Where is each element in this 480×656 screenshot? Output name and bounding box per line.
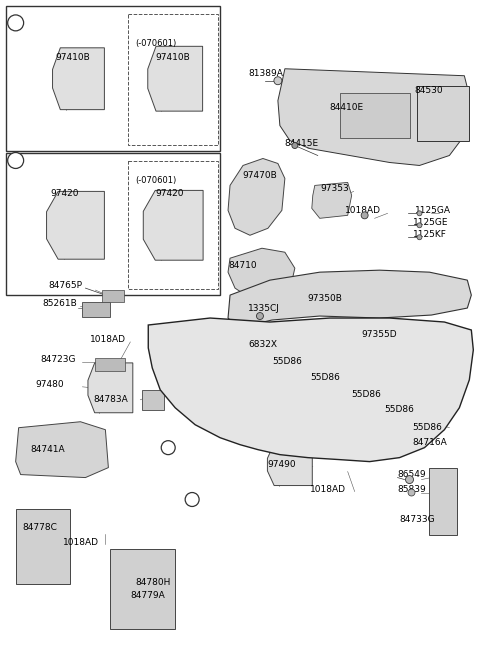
Text: 55D86: 55D86	[412, 423, 443, 432]
Text: 86549: 86549	[397, 470, 426, 479]
Text: a: a	[165, 443, 171, 452]
Text: 84780H: 84780H	[135, 578, 171, 586]
Text: a: a	[12, 18, 19, 28]
Text: 84779A: 84779A	[130, 590, 165, 600]
Circle shape	[161, 441, 175, 455]
Text: 84415E: 84415E	[285, 139, 319, 148]
Bar	[128, 14, 218, 144]
Text: 84710: 84710	[228, 260, 257, 270]
Text: 84723G: 84723G	[41, 356, 76, 364]
Text: 84783A: 84783A	[94, 396, 128, 404]
Bar	[6, 152, 220, 295]
Polygon shape	[148, 47, 203, 111]
Bar	[318, 415, 372, 445]
Bar	[96, 358, 125, 371]
Polygon shape	[52, 48, 104, 110]
Polygon shape	[278, 69, 469, 165]
Circle shape	[185, 493, 199, 506]
Polygon shape	[267, 443, 312, 485]
Text: 1335CJ: 1335CJ	[248, 304, 280, 312]
Text: 97470B: 97470B	[242, 171, 277, 180]
Circle shape	[408, 489, 415, 496]
Text: 97410B: 97410B	[155, 53, 190, 62]
Polygon shape	[144, 190, 203, 260]
Text: 55D86: 55D86	[310, 373, 340, 382]
Text: b: b	[189, 495, 195, 504]
Circle shape	[292, 142, 298, 148]
Text: (-070601): (-070601)	[135, 176, 177, 185]
Polygon shape	[228, 159, 285, 236]
Text: 84778C: 84778C	[23, 523, 58, 532]
Polygon shape	[148, 318, 473, 462]
Bar	[418, 86, 469, 140]
Text: 97355D: 97355D	[361, 331, 397, 339]
Circle shape	[8, 15, 24, 31]
Circle shape	[361, 212, 368, 219]
Text: 1125GE: 1125GE	[412, 218, 448, 227]
Text: 84733G: 84733G	[399, 515, 435, 524]
Text: 1018AD: 1018AD	[345, 206, 381, 215]
Bar	[128, 161, 218, 289]
Bar	[83, 302, 110, 317]
Text: 84716A: 84716A	[412, 438, 447, 447]
Text: 97353: 97353	[321, 184, 349, 193]
Text: b: b	[12, 155, 19, 165]
Text: 6832X: 6832X	[248, 340, 277, 350]
Polygon shape	[47, 192, 104, 259]
Text: (-070601): (-070601)	[135, 39, 177, 49]
Circle shape	[417, 223, 422, 228]
Text: 55D86: 55D86	[384, 405, 414, 414]
Text: 84410E: 84410E	[330, 103, 364, 112]
Text: 97420: 97420	[50, 189, 79, 198]
Bar	[6, 6, 220, 150]
Bar	[102, 290, 124, 302]
Text: 97350B: 97350B	[308, 294, 343, 302]
Text: 97480: 97480	[36, 380, 64, 389]
Polygon shape	[88, 363, 133, 413]
Bar	[142, 390, 164, 410]
Bar	[340, 92, 409, 138]
Text: 97490: 97490	[267, 460, 296, 469]
Bar	[110, 549, 175, 629]
Polygon shape	[16, 422, 108, 478]
Text: 85839: 85839	[397, 485, 426, 494]
Polygon shape	[228, 248, 295, 300]
Text: 1018AD: 1018AD	[90, 335, 126, 344]
Polygon shape	[312, 182, 352, 218]
Circle shape	[417, 235, 422, 239]
Text: 55D86: 55D86	[352, 390, 382, 400]
Bar	[430, 468, 457, 535]
Text: 55D86: 55D86	[272, 358, 302, 367]
Circle shape	[8, 152, 24, 169]
Bar	[16, 510, 71, 584]
Text: 1018AD: 1018AD	[310, 485, 346, 494]
Text: 97420: 97420	[155, 189, 184, 198]
Text: 1125GA: 1125GA	[415, 206, 451, 215]
Text: 1125KF: 1125KF	[412, 230, 446, 239]
Text: 84530: 84530	[415, 86, 443, 95]
Text: 84741A: 84741A	[31, 445, 65, 454]
Circle shape	[256, 312, 264, 319]
Text: 97410B: 97410B	[56, 53, 90, 62]
Circle shape	[274, 77, 282, 85]
Bar	[260, 338, 288, 356]
Text: 1018AD: 1018AD	[62, 538, 98, 547]
Text: 81389A: 81389A	[248, 70, 283, 78]
Text: 84765P: 84765P	[48, 281, 83, 290]
Circle shape	[406, 476, 413, 483]
Polygon shape	[228, 270, 471, 328]
Circle shape	[417, 211, 422, 216]
Text: 85261B: 85261B	[43, 298, 77, 308]
